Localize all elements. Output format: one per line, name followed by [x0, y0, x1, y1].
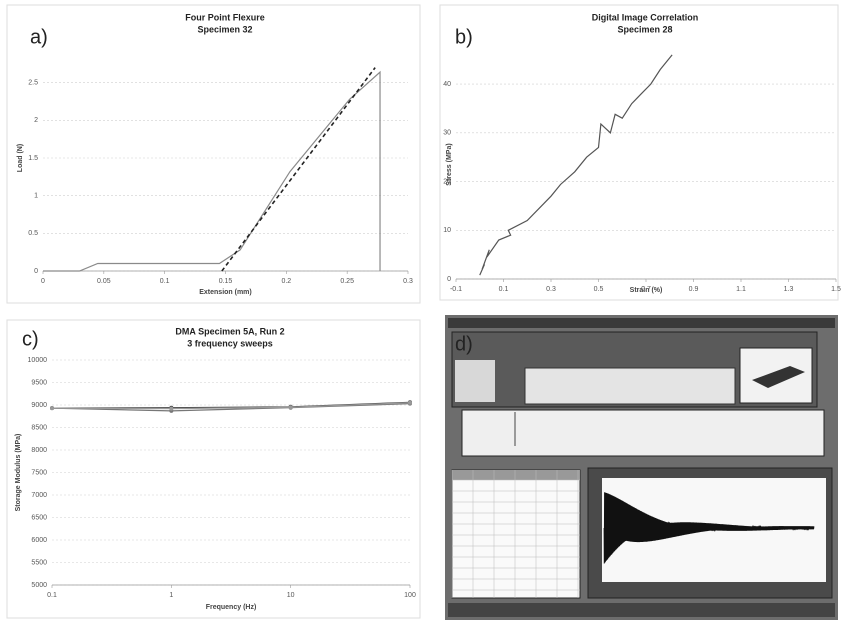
panel-label: a) — [30, 26, 48, 48]
x-tick-label: 0.05 — [97, 278, 111, 285]
y-tick-label: 0 — [34, 268, 38, 275]
panel-label: c) — [22, 328, 39, 350]
settings-table — [525, 368, 735, 404]
chart-title: Digital Image Correlation — [592, 12, 699, 22]
y-tick-label: 40 — [443, 81, 451, 88]
x-tick-label: 0.7 — [641, 286, 651, 293]
chart-subtitle: Specimen 32 — [197, 24, 252, 34]
data-point — [289, 405, 293, 409]
data-point — [408, 401, 412, 405]
y-tick-label: 8000 — [31, 447, 47, 454]
x-tick-label: 1.1 — [736, 286, 746, 293]
figure: d) a) Four Point Flexure Specimen 32 Extens… — [0, 0, 841, 624]
y-tick-label: 1 — [34, 193, 38, 200]
y-axis-label: Storage Modulus (MPa) — [15, 434, 22, 512]
x-tick-label: 0.1 — [160, 278, 170, 285]
y-tick-label: 7000 — [31, 492, 47, 499]
panel-frame — [7, 320, 420, 618]
x-tick-label: 100 — [404, 592, 416, 599]
table-header — [452, 470, 580, 480]
x-tick-label: 0.3 — [403, 278, 413, 285]
y-tick-label: 20 — [443, 178, 451, 185]
chart-title: DMA Specimen 5A, Run 2 — [175, 326, 284, 336]
data-point — [169, 407, 173, 411]
spectrum-plot — [462, 410, 824, 456]
x-tick-label: 1.3 — [784, 286, 794, 293]
y-tick-label: 5000 — [31, 582, 47, 589]
y-tick-label: 7500 — [31, 469, 47, 476]
y-tick-label: 9000 — [31, 402, 47, 409]
title-bar — [448, 318, 835, 328]
y-tick-label: 1.5 — [28, 155, 38, 162]
panel-label: b) — [455, 26, 473, 48]
input-box — [455, 360, 495, 402]
x-tick-label: 0.2 — [281, 278, 291, 285]
y-tick-label: 8500 — [31, 424, 47, 431]
x-axis-label: Frequency (Hz) — [206, 604, 257, 611]
y-tick-label: 10000 — [28, 357, 48, 364]
panel-frame — [440, 5, 838, 300]
panel-label: d) — [455, 333, 473, 355]
y-tick-label: 5500 — [31, 559, 47, 566]
x-tick-label: 0.25 — [340, 278, 354, 285]
panel-frame — [7, 5, 420, 303]
x-tick-label: 1 — [169, 592, 173, 599]
x-tick-label: 0 — [41, 278, 45, 285]
x-tick-label: 10 — [287, 592, 295, 599]
x-axis-label: Extension (mm) — [199, 289, 252, 296]
chart-subtitle: Specimen 28 — [617, 24, 672, 34]
y-tick-label: 9500 — [31, 379, 47, 386]
y-axis-label: Load (N) — [17, 144, 24, 172]
y-tick-label: 6500 — [31, 514, 47, 521]
y-tick-label: 6000 — [31, 537, 47, 544]
data-point — [50, 406, 54, 410]
y-tick-label: 0 — [447, 276, 451, 283]
y-tick-label: 30 — [443, 130, 451, 137]
x-tick-label: 0.9 — [689, 286, 699, 293]
x-tick-label: 0.15 — [219, 278, 233, 285]
x-tick-label: 0.1 — [47, 592, 57, 599]
chart-subtitle: 3 frequency sweeps — [187, 338, 273, 348]
x-tick-label: 0.3 — [546, 286, 556, 293]
x-tick-label: -0.1 — [450, 286, 462, 293]
y-tick-label: 2 — [34, 117, 38, 124]
x-tick-label: 0.5 — [594, 286, 604, 293]
software-screenshot: d) — [445, 315, 838, 620]
y-tick-label: 10 — [443, 227, 451, 234]
y-tick-label: 2.5 — [28, 80, 38, 87]
y-tick-label: 0.5 — [28, 230, 38, 237]
status-bar — [448, 603, 835, 617]
x-tick-label: 0.1 — [499, 286, 509, 293]
x-tick-label: 1.5 — [831, 286, 841, 293]
chart-title: Four Point Flexure — [185, 12, 265, 22]
